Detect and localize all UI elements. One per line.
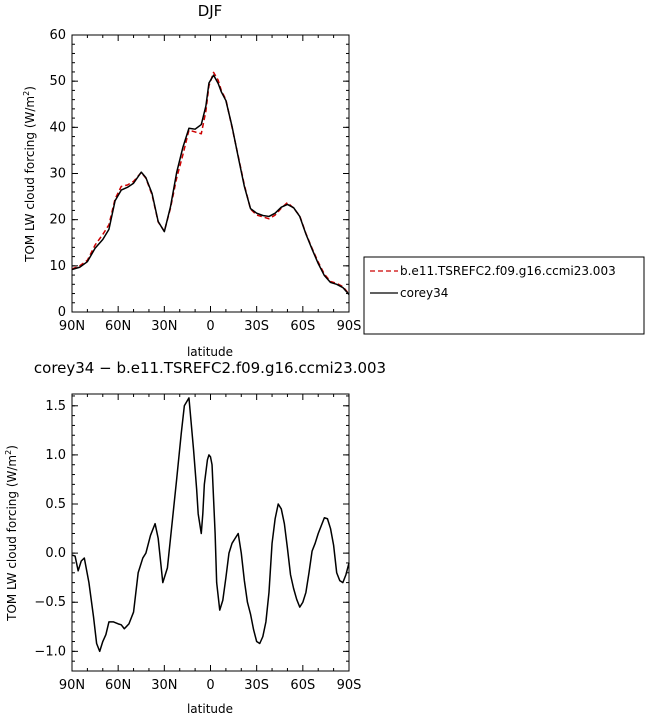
top-y-tick-label: 0 bbox=[58, 305, 66, 320]
top-y-tick-label: 40 bbox=[49, 120, 66, 135]
top-series-line-1 bbox=[71, 74, 350, 295]
bottom-axis-ticks: 90N 60N 30N 0 30S 60S 90S −1.0 −0.5 0.0 0.5 1.0 1.5 bbox=[34, 394, 361, 693]
top-x-tick-label: 30S bbox=[244, 319, 269, 334]
legend-label-ccmi: b.e11.TSREFC2.f09.g16.ccmi23.003 bbox=[400, 264, 616, 278]
bottom-chart: corey34 − b.e11.TSREFC2.f09.g16.ccmi23.0… bbox=[4, 359, 386, 716]
bottom-y-tick-label: 0.0 bbox=[45, 546, 66, 561]
bottom-x-axis-label: latitude bbox=[187, 702, 233, 716]
bottom-chart-title: corey34 − b.e11.TSREFC2.f09.g16.ccmi23.0… bbox=[34, 359, 386, 377]
top-x-tick-label: 90S bbox=[337, 319, 362, 334]
bottom-x-tick-label: 60S bbox=[290, 678, 315, 693]
top-x-tick-label: 60S bbox=[290, 319, 315, 334]
top-y-tick-label: 30 bbox=[49, 167, 66, 182]
bottom-x-tick-label: 90N bbox=[59, 678, 85, 693]
bottom-y-tick-label: 0.5 bbox=[45, 497, 66, 512]
bottom-y-axis-label: TOM LW cloud forcing (W/m2) bbox=[4, 445, 19, 622]
top-y-tick-label: 50 bbox=[49, 74, 66, 89]
top-series-lines bbox=[71, 71, 350, 295]
top-y-tick-label: 60 bbox=[49, 28, 66, 43]
top-y-tick-label: 20 bbox=[49, 213, 66, 228]
bottom-plot-frame bbox=[71, 393, 350, 672]
top-x-tick-label: 30N bbox=[151, 319, 177, 334]
bottom-y-tick-label: −0.5 bbox=[34, 595, 66, 610]
top-x-tick-label: 90N bbox=[59, 319, 85, 334]
bottom-series-lines bbox=[71, 397, 350, 653]
bottom-series-line-0 bbox=[71, 397, 350, 653]
bottom-y-tick-label: 1.5 bbox=[45, 399, 66, 414]
bottom-x-tick-label: 30S bbox=[244, 678, 269, 693]
legend-label-corey34: corey34 bbox=[400, 286, 448, 300]
top-chart-title: DJF bbox=[198, 2, 223, 20]
bottom-x-tick-label: 30N bbox=[151, 678, 177, 693]
top-x-tick-label: 60N bbox=[105, 319, 131, 334]
top-y-tick-label: 10 bbox=[49, 259, 66, 274]
bottom-y-tick-label: 1.0 bbox=[45, 448, 66, 463]
legend: b.e11.TSREFC2.f09.g16.ccmi23.003 corey34 bbox=[363, 256, 645, 335]
top-x-axis-label: latitude bbox=[187, 345, 233, 359]
top-series-line-0 bbox=[71, 71, 350, 295]
top-chart: DJF 90N 60N 30N 0 30S 60S 90S 0 10 20 30 40 50 60 lat… bbox=[22, 2, 361, 359]
bottom-x-tick-label: 90S bbox=[337, 678, 362, 693]
bottom-y-tick-label: −1.0 bbox=[34, 644, 66, 659]
bottom-x-tick-label: 0 bbox=[206, 678, 214, 693]
bottom-x-tick-label: 60N bbox=[105, 678, 131, 693]
top-plot-frame bbox=[71, 34, 350, 313]
top-y-axis-label: TOM LW cloud forcing (W/m2) bbox=[22, 86, 37, 263]
top-axis-ticks: 90N 60N 30N 0 30S 60S 90S 0 10 20 30 40 50 60 bbox=[49, 28, 361, 334]
top-x-tick-label: 0 bbox=[206, 319, 214, 334]
legend-box bbox=[363, 256, 645, 335]
